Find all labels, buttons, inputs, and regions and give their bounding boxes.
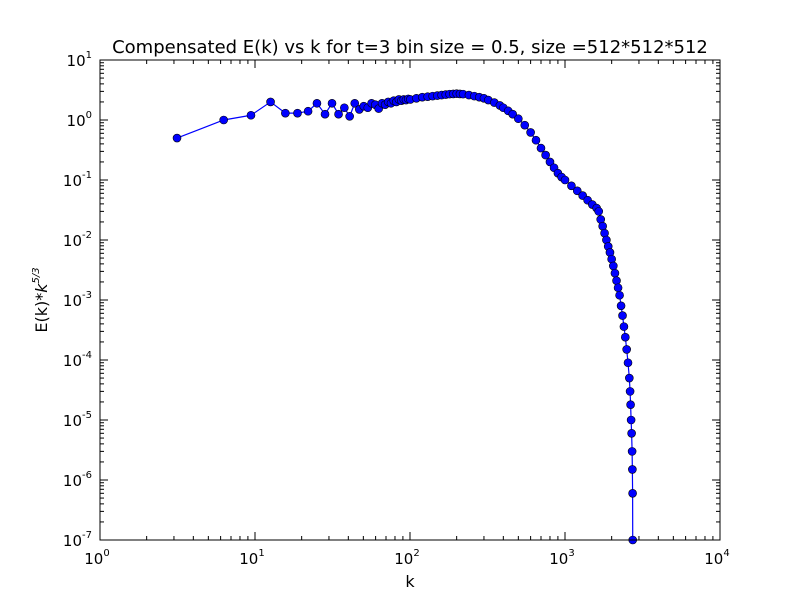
data-point bbox=[628, 489, 637, 498]
x-tick-exponent: 2 bbox=[413, 548, 419, 559]
data-point bbox=[172, 133, 182, 143]
y-tick-label: 10-5 bbox=[63, 410, 92, 430]
y-axis-label-k: k bbox=[32, 283, 51, 293]
data-point bbox=[616, 301, 626, 311]
ticks-layer: 100 101 102 103 10410-710-610-510-410-310-21… bbox=[63, 50, 730, 568]
y-tick-label: 10-3 bbox=[63, 290, 92, 310]
y-axis-label: E(k)*k5/3 bbox=[31, 267, 51, 332]
x-tick-label: 100 bbox=[84, 548, 109, 568]
y-tick-label: 10-2 bbox=[63, 230, 92, 250]
data-point bbox=[567, 181, 576, 191]
data-point bbox=[619, 322, 629, 331]
data-point bbox=[610, 268, 620, 278]
data-point bbox=[312, 98, 322, 108]
y-tick-base: 10 bbox=[67, 52, 86, 70]
x-tick-base: 10 bbox=[704, 550, 723, 568]
svg-text:E(k)*k5/3: E(k)*k5/3 bbox=[31, 267, 51, 332]
plot-area bbox=[100, 60, 720, 540]
data-point bbox=[625, 373, 634, 383]
data-point bbox=[536, 143, 546, 153]
data-point bbox=[520, 120, 530, 130]
y-tick-exponent: -3 bbox=[82, 290, 92, 301]
y-tick-exponent: -5 bbox=[82, 410, 92, 421]
data-point bbox=[626, 400, 635, 409]
y-tick-base: 10 bbox=[63, 172, 82, 190]
y-tick-base: 10 bbox=[63, 352, 82, 370]
data-point bbox=[560, 175, 570, 185]
y-tick-exponent: 1 bbox=[86, 50, 92, 61]
x-tick-base: 10 bbox=[239, 550, 258, 568]
data-point bbox=[594, 207, 604, 216]
data-point bbox=[572, 186, 582, 196]
data-point bbox=[514, 114, 523, 124]
data-point bbox=[627, 447, 637, 456]
x-tick-label: 104 bbox=[704, 548, 729, 568]
data-point bbox=[508, 109, 518, 119]
x-tick-exponent: 4 bbox=[723, 548, 729, 559]
y-tick-base: 10 bbox=[67, 112, 86, 130]
data-point bbox=[615, 290, 624, 300]
data-point bbox=[625, 387, 635, 396]
data-point bbox=[281, 108, 290, 118]
data-point bbox=[266, 97, 275, 107]
x-tick-exponent: 1 bbox=[258, 548, 264, 559]
y-tick-base: 10 bbox=[63, 412, 82, 430]
y-tick-label: 10-7 bbox=[63, 530, 92, 550]
y-tick-label: 10-4 bbox=[63, 350, 92, 370]
x-tick-label: 103 bbox=[549, 548, 574, 568]
y-tick-exponent: 0 bbox=[86, 110, 92, 121]
y-tick-base: 10 bbox=[63, 472, 82, 490]
data-point bbox=[526, 128, 535, 137]
x-tick-label: 101 bbox=[239, 548, 264, 568]
x-axis-label: k bbox=[405, 572, 415, 591]
x-tick-base: 10 bbox=[84, 550, 103, 568]
data-point bbox=[618, 311, 627, 320]
y-tick-exponent: -4 bbox=[82, 350, 92, 361]
y-axis-label-main: E(k)* bbox=[32, 293, 51, 333]
x-tick-label: 102 bbox=[394, 548, 419, 568]
y-tick-base: 10 bbox=[63, 232, 82, 250]
data-point bbox=[219, 115, 228, 125]
y-tick-base: 10 bbox=[63, 292, 82, 310]
data-point bbox=[623, 358, 633, 368]
data-point bbox=[626, 415, 636, 425]
x-tick-base: 10 bbox=[549, 550, 568, 568]
y-tick-label: 100 bbox=[67, 110, 92, 130]
y-tick-label: 101 bbox=[67, 50, 92, 70]
data-point bbox=[609, 261, 618, 271]
data-point bbox=[340, 103, 349, 113]
data-point bbox=[531, 135, 541, 145]
x-tick-exponent: 3 bbox=[568, 548, 574, 559]
series-layer bbox=[172, 89, 638, 545]
data-point bbox=[334, 109, 343, 119]
data-point bbox=[622, 345, 631, 354]
x-tick-exponent: 0 bbox=[103, 548, 109, 559]
y-tick-exponent: -7 bbox=[82, 530, 92, 541]
data-point bbox=[327, 98, 337, 108]
data-point bbox=[293, 108, 302, 118]
y-tick-base: 10 bbox=[63, 532, 82, 550]
data-point bbox=[246, 110, 256, 120]
data-point bbox=[345, 112, 354, 121]
y-axis-label-exponent: 5/3 bbox=[31, 267, 42, 283]
y-tick-exponent: -1 bbox=[82, 170, 92, 181]
x-tick-base: 10 bbox=[394, 550, 413, 568]
data-point bbox=[612, 276, 621, 285]
data-point bbox=[541, 150, 550, 160]
y-tick-exponent: -2 bbox=[82, 230, 92, 241]
y-tick-label: 10-1 bbox=[63, 170, 92, 190]
data-point bbox=[303, 106, 313, 116]
data-point bbox=[621, 332, 630, 342]
data-point bbox=[545, 157, 555, 167]
data-point bbox=[628, 465, 637, 474]
chart-title: Compensated E(k) vs k for t=3 bin size =… bbox=[112, 37, 708, 58]
data-point bbox=[350, 98, 360, 108]
data-point bbox=[613, 283, 623, 293]
y-tick-label: 10-6 bbox=[63, 470, 92, 490]
data-point bbox=[627, 429, 636, 438]
y-tick-exponent: -6 bbox=[82, 470, 92, 481]
data-point bbox=[320, 109, 330, 119]
